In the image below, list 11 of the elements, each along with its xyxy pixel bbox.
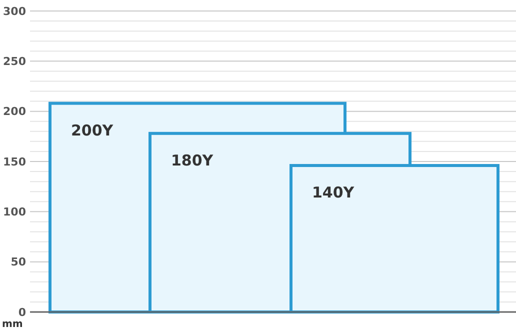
y-tick-label: 250 bbox=[3, 55, 26, 68]
y-tick-label: 0 bbox=[18, 306, 26, 319]
series-label: 200Y bbox=[71, 121, 114, 140]
series-label: 140Y bbox=[312, 184, 356, 202]
y-tick-label: 200 bbox=[3, 105, 26, 118]
y-tick-label: 100 bbox=[3, 206, 26, 219]
series-label: 180Y bbox=[171, 151, 214, 170]
y-tick-label: 300 bbox=[3, 4, 26, 18]
y-tick-label: 50 bbox=[10, 256, 26, 269]
y-axis-title: mm bbox=[2, 319, 23, 330]
y-tick-label: 150 bbox=[3, 155, 26, 168]
